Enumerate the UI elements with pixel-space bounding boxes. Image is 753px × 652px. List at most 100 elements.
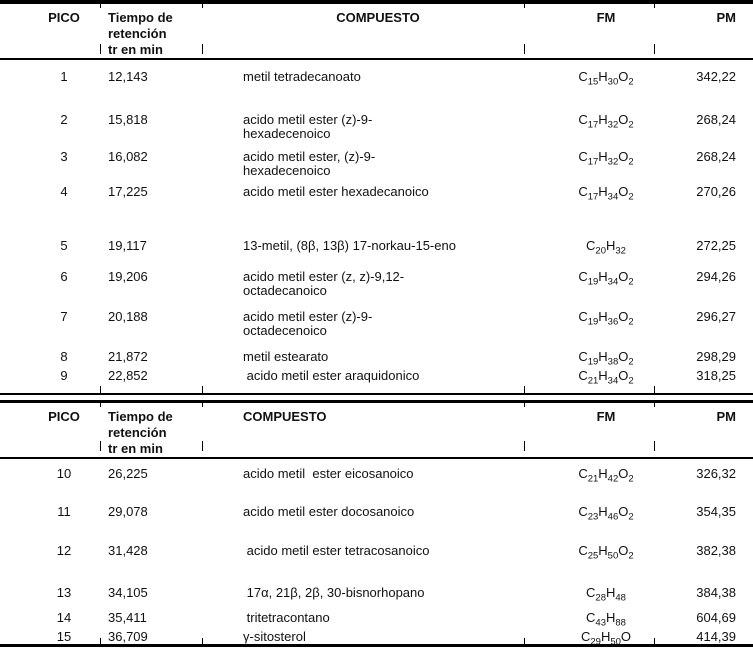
results-table-1: PICO Tiempo de retención tr en min COMPU… [0, 0, 753, 395]
table-row: 5 19,117 13-metil, (8β, 13β) 17-norkau-1… [0, 237, 753, 268]
column-divider-tick [524, 441, 525, 451]
column-divider-tick [524, 4, 525, 8]
pico-cell: 11 [57, 504, 71, 519]
fm-cell: C17H32O2 [578, 149, 634, 168]
pm-cell: 384,38 [696, 585, 736, 600]
pm-cell: 414,39 [696, 629, 736, 644]
compuesto-cell: metil estearato [243, 349, 329, 364]
column-divider-tick [524, 638, 525, 647]
fm-cell: C25H50O2 [578, 543, 634, 562]
table-row: 4 17,225 acido metil ester hexadecanoico… [0, 183, 753, 237]
pm-cell: 326,32 [696, 466, 736, 481]
pm-cell: 294,26 [696, 269, 736, 284]
compuesto-cell: 13-metil, (8β, 13β) 17-norkau-15-eno [243, 238, 456, 253]
table-row: 15 36,709 γ-sitosterol C29H50O 414,39 [0, 628, 753, 648]
results-table-2: PICO Tiempo de retención tr en min COMPU… [0, 400, 753, 647]
header-tiempo-retencion: Tiempo de retención tr en min [108, 409, 173, 456]
compuesto-cell: acido metil ester hexadecanoico [243, 184, 429, 199]
compuesto-cell: tritetracontano [243, 610, 330, 625]
pm-cell: 268,24 [696, 112, 736, 127]
pm-cell: 272,25 [696, 238, 736, 253]
pm-cell: 296,27 [696, 309, 736, 324]
table-row: 9 22,852 acido metil ester araquidonico … [0, 367, 753, 394]
column-divider-tick [100, 441, 101, 451]
table-row: 12 31,428 acido metil ester tetracosanoi… [0, 542, 753, 584]
compound-table-2: PICO Tiempo de retención tr en min COMPU… [0, 400, 753, 647]
compuesto-cell: γ-sitosterol [243, 629, 306, 644]
retention-time-cell: 16,082 [108, 149, 148, 164]
compuesto-cell: 17α, 21β, 2β, 30-bisnorhopano [243, 585, 425, 600]
header-fm: FM [596, 409, 616, 424]
fm-cell: C20H32 [586, 238, 626, 257]
column-divider-tick [100, 403, 101, 407]
retention-time-cell: 15,818 [108, 112, 148, 127]
retention-time-cell: 19,206 [108, 269, 148, 284]
retention-time-cell: 22,852 [108, 368, 148, 383]
column-divider-tick [202, 44, 203, 54]
header-compuesto: COMPUESTO [336, 10, 420, 25]
fm-cell: C19H34O2 [578, 269, 634, 288]
compuesto-cell: acido metil ester tetracosanoico [243, 543, 430, 558]
table-row: 1 12,143 metil tetradecanoato C15H30O2 3… [0, 59, 753, 111]
table-row: 13 34,105 17α, 21β, 2β, 30-bisnorhopano … [0, 584, 753, 609]
pico-cell: 4 [60, 184, 68, 199]
retention-time-cell: 12,143 [108, 69, 148, 84]
header-pico: PICO [48, 10, 80, 25]
compuesto-cell: acido metil ester (z)-9- hexadecenoico [243, 112, 373, 141]
table-2-header: PICO Tiempo de retención tr en min COMPU… [0, 402, 753, 458]
compuesto-cell: acido metil ester (z, z)-9,12- octadecan… [243, 269, 405, 298]
pico-cell: 8 [60, 349, 68, 364]
compuesto-cell: acido metil ester (z)-9- octadecenoico [243, 309, 373, 338]
pm-cell: 270,26 [696, 184, 736, 199]
pm-cell: 354,35 [696, 504, 736, 519]
fm-cell: C43H88 [586, 610, 626, 629]
table-row: 8 21,872 metil estearato C19H38O2 298,29 [0, 348, 753, 367]
column-divider-tick [654, 4, 655, 8]
header-pico: PICO [48, 409, 80, 424]
header-pm: PM [716, 409, 737, 424]
fm-cell: C23H46O2 [578, 504, 634, 523]
retention-time-cell: 20,188 [108, 309, 148, 324]
pm-cell: 318,25 [696, 368, 736, 383]
fm-cell: C19H38O2 [578, 349, 634, 368]
compound-table-1: PICO Tiempo de retención tr en min COMPU… [0, 0, 753, 395]
pm-cell: 268,24 [696, 149, 736, 164]
pico-cell: 15 [56, 629, 72, 644]
retention-time-cell: 31,428 [108, 543, 148, 558]
retention-time-cell: 19,117 [108, 238, 147, 253]
pm-cell: 604,69 [696, 610, 736, 625]
pico-cell: 14 [56, 610, 72, 625]
table-row: 6 19,206 acido metil ester (z, z)-9,12- … [0, 268, 753, 308]
compuesto-cell: acido metil ester eicosanoico [243, 466, 414, 481]
pico-cell: 6 [60, 269, 68, 284]
column-divider-tick [654, 44, 655, 54]
table-1-body: 1 12,143 metil tetradecanoato C15H30O2 3… [0, 59, 753, 394]
table-row: 7 20,188 acido metil ester (z)-9- octade… [0, 308, 753, 348]
fm-cell: C28H48 [586, 585, 626, 604]
header-pm: PM [716, 10, 737, 25]
fm-cell: C17H34O2 [578, 184, 634, 203]
pico-cell: 2 [60, 112, 68, 127]
retention-time-cell: 26,225 [108, 466, 148, 481]
table-row: 10 26,225 acido metil ester eicosanoico … [0, 458, 753, 503]
fm-cell: C21H34O2 [578, 368, 634, 387]
pico-cell: 13 [56, 585, 72, 600]
retention-time-cell: 35,411 [108, 610, 147, 625]
column-divider-tick [202, 4, 203, 8]
retention-time-cell: 36,709 [108, 629, 148, 644]
pico-cell: 9 [60, 368, 68, 383]
fm-cell: C15H30O2 [578, 69, 634, 88]
column-divider-tick [654, 386, 655, 395]
column-divider-tick [654, 403, 655, 407]
column-divider-tick [100, 386, 101, 395]
fm-cell: C29H50O [580, 629, 632, 648]
header-fm: FM [596, 10, 616, 25]
column-divider-tick [202, 403, 203, 407]
table-2-body: 10 26,225 acido metil ester eicosanoico … [0, 458, 753, 648]
column-divider-tick [524, 403, 525, 407]
retention-time-cell: 21,872 [108, 349, 148, 364]
column-divider-tick [202, 386, 203, 395]
pico-cell: 7 [60, 309, 68, 324]
table-row: 11 29,078 acido metil ester docosanoico … [0, 503, 753, 542]
column-divider-tick [654, 638, 655, 647]
